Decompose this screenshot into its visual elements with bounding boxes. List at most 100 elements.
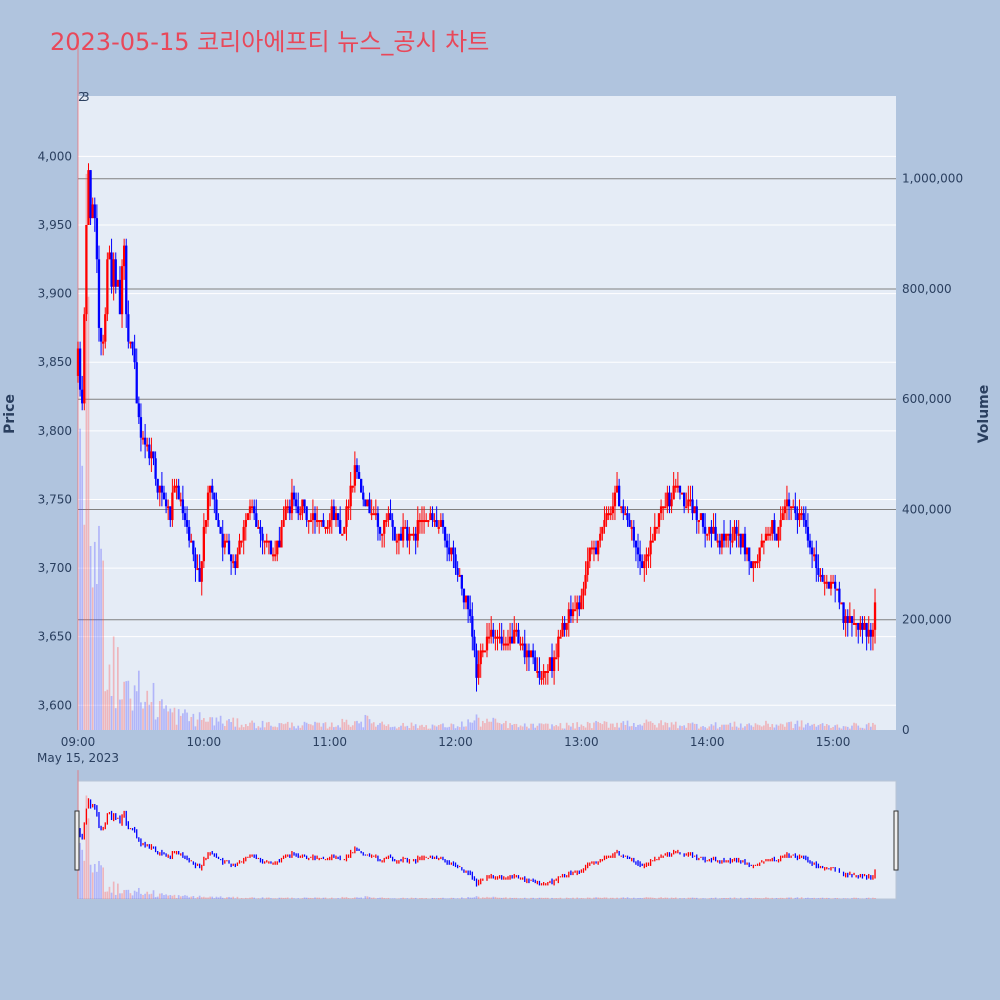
slider-volume-bar	[328, 898, 331, 899]
slider-volume-bar	[821, 897, 824, 899]
volume-bar	[477, 717, 480, 730]
slider-volume-bar	[779, 897, 782, 899]
slider-volume-bar	[775, 897, 778, 899]
candle-body	[309, 520, 312, 523]
candle-body	[244, 520, 247, 527]
slider-volume-bar	[347, 898, 350, 899]
candle-body	[137, 403, 140, 418]
slider-volume-bar	[303, 897, 306, 899]
slider-volume-bar	[146, 891, 149, 899]
volume-bar	[408, 728, 411, 730]
volume-bar	[190, 717, 193, 730]
candle-body	[487, 636, 491, 639]
candle-body	[257, 526, 260, 529]
candle-body	[83, 314, 86, 404]
slider-volume-bar	[263, 898, 266, 899]
volume-bar	[777, 725, 780, 730]
candle-body	[680, 492, 684, 495]
volume-bar	[639, 724, 641, 730]
slider-volume-bar	[278, 897, 281, 899]
y-tick-label: 3,650	[38, 630, 72, 644]
candle-body	[236, 554, 239, 569]
slider-volume-bar	[702, 898, 704, 899]
candle-body	[571, 609, 575, 617]
candle-body	[443, 526, 447, 541]
volume-bar	[450, 723, 453, 730]
slider-volume-bar	[658, 897, 660, 899]
volume-bar	[358, 723, 360, 730]
slider-volume-bar	[502, 897, 505, 899]
volume-bar	[372, 722, 375, 730]
volume-bar	[429, 728, 432, 730]
slider-volume-bar	[570, 898, 572, 899]
volume-bar	[765, 720, 767, 730]
volume-bar	[374, 726, 377, 730]
candle-body	[374, 513, 377, 516]
candle-body	[534, 657, 537, 671]
candle-body	[232, 561, 235, 564]
volume-bar	[389, 727, 392, 730]
candle-body	[555, 657, 558, 660]
volume-bar	[727, 724, 730, 730]
candle-body	[563, 622, 566, 630]
candle-body	[796, 513, 799, 521]
slider-volume-bar	[521, 898, 524, 899]
candle-body	[632, 526, 635, 541]
volume-bar	[538, 723, 541, 730]
volume-bar	[570, 726, 572, 730]
volume-bar	[96, 583, 98, 730]
volume-bar	[213, 725, 216, 730]
volume-bar	[368, 719, 371, 730]
candle-body	[383, 520, 386, 534]
candle-body	[171, 492, 174, 521]
candle-body	[234, 561, 237, 569]
volume-bar	[427, 728, 430, 730]
volume-bar	[672, 724, 675, 730]
slider-volume-bar	[154, 897, 157, 899]
slider-volume-bar	[117, 883, 119, 899]
candle-body	[502, 643, 505, 646]
candle-body	[645, 554, 648, 562]
candle-body	[500, 636, 503, 644]
candle-body	[206, 492, 210, 521]
volume-bar	[658, 723, 660, 730]
slider-volume-bar	[236, 896, 239, 899]
slider-volume-bar	[733, 897, 736, 899]
slider-volume-bar	[366, 896, 369, 899]
volume-bar	[142, 708, 144, 730]
slider-volume-bar	[509, 897, 511, 899]
candle-body	[852, 622, 856, 625]
volume-bar	[393, 726, 396, 730]
candles	[76, 163, 877, 692]
slider-volume-bar	[161, 893, 163, 899]
range-slider-left-handle[interactable]	[74, 810, 80, 871]
candle-body	[370, 513, 373, 516]
slider-volume-bar	[769, 898, 771, 899]
range-slider-right-handle[interactable]	[893, 810, 899, 871]
candle-body	[376, 513, 380, 527]
volume-bar	[557, 726, 560, 730]
candle-body	[255, 513, 258, 527]
slider-volume-bar	[643, 897, 646, 899]
volume-bar	[752, 726, 755, 730]
volume-bar	[341, 718, 344, 730]
slider-volume-bar	[349, 898, 352, 899]
candle-body	[626, 513, 629, 521]
volume-bar	[488, 721, 490, 730]
candle-body	[192, 540, 195, 555]
slider-volume-bar	[324, 897, 327, 899]
slider-volume-bar	[681, 898, 683, 899]
volume-bar	[385, 725, 388, 730]
volume-bar	[576, 722, 579, 730]
volume-bar	[93, 541, 96, 730]
volume-bar	[289, 727, 291, 730]
volume-bar	[620, 722, 623, 730]
candle-body	[441, 520, 445, 527]
range-slider[interactable]	[77, 780, 897, 900]
candle-body	[108, 252, 111, 260]
candle-body	[808, 540, 812, 548]
slider-volume-bar	[91, 872, 94, 899]
volume-bar	[721, 724, 723, 730]
slider-volume-bar	[268, 897, 270, 899]
volume-bar	[542, 724, 545, 730]
